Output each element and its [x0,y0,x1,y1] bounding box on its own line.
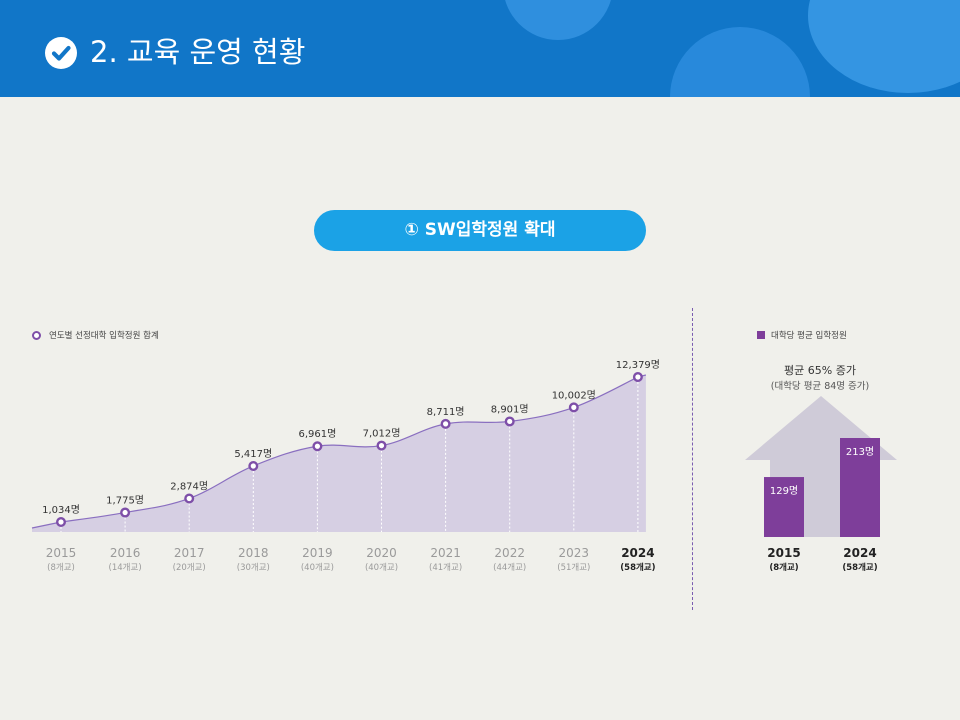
data-label: 6,961명 [298,428,336,440]
x-tick-sublabel: (41개교) [429,562,462,573]
x-tick-label: 2017 [174,546,205,560]
data-label: 8,901명 [491,403,529,415]
x-tick-label: 2023 [559,546,590,560]
x-tick-label: 2020 [366,546,397,560]
x-tick-label: 2015 [767,546,800,560]
x-tick-sublabel: (8개교) [769,562,798,573]
data-point [376,440,387,451]
x-tick-sublabel: (30개교) [237,562,270,573]
x-tick-sublabel: (8개교) [47,562,75,573]
increase-annotation-sub: (대학당 평균 84명 증가) [770,381,870,392]
data-label: 2,874명 [170,480,208,492]
chart-legend-total: 연도별 선정대학 입학정원 합계 [32,329,159,341]
data-point [312,441,323,452]
data-point [504,416,515,427]
data-point [632,372,643,383]
data-label: 5,417명 [234,448,272,460]
bar [764,477,804,537]
legend-square-icon [757,331,765,339]
data-point [248,460,259,471]
series-line [31,374,647,529]
legend-marker-icon [32,330,41,340]
header-bar: 2. 교육 운영 현황 [0,0,960,97]
x-tick-sublabel: (58개교) [842,562,877,573]
legend-label: 연도별 선정대학 입학정원 합계 [49,331,159,341]
area-fill [32,375,646,532]
data-point [440,418,451,429]
x-tick-label: 2018 [238,546,269,560]
data-point [56,517,67,528]
x-tick-label: 2022 [494,546,525,560]
section-divider [692,308,693,610]
check-circle-icon [45,37,77,69]
x-tick-sublabel: (51개교) [557,562,590,573]
page-title: 2. 교육 운영 현황 [90,35,306,69]
data-label: 1,034명 [42,504,80,516]
x-tick-label: 2019 [302,546,333,560]
x-tick-sublabel: (44개교) [493,562,526,573]
x-tick-label: 2024 [621,546,654,560]
data-label: 1,775명 [106,495,144,507]
bar-value-label: 129명 [770,485,798,497]
bar [840,438,880,537]
x-tick-label: 2015 [46,546,77,560]
x-tick-label: 2016 [110,546,141,560]
x-tick-label: 2021 [430,546,461,560]
section-title-pill: ① SW입학정원 확대 [314,210,646,251]
legend-label: 대학당 평균 입학정원 [771,331,847,341]
data-label: 7,012명 [363,428,401,440]
increase-annotation: 평균 65% 증가 [784,364,856,377]
data-point [120,507,131,518]
data-label: 12,379명 [616,359,660,371]
data-label: 10,002명 [552,389,596,401]
x-tick-sublabel: (40개교) [365,562,398,573]
x-tick-sublabel: (20개교) [173,562,206,573]
data-label: 8,711명 [427,406,465,418]
x-tick-sublabel: (40개교) [301,562,334,573]
x-tick-sublabel: (14개교) [109,562,142,573]
chart-legend-average: 대학당 평균 입학정원 [757,329,847,341]
x-tick-label: 2024 [843,546,876,560]
data-point [184,493,195,504]
bar-value-label: 213명 [846,446,874,458]
data-point [568,402,579,413]
x-tick-sublabel: (58개교) [620,562,655,573]
